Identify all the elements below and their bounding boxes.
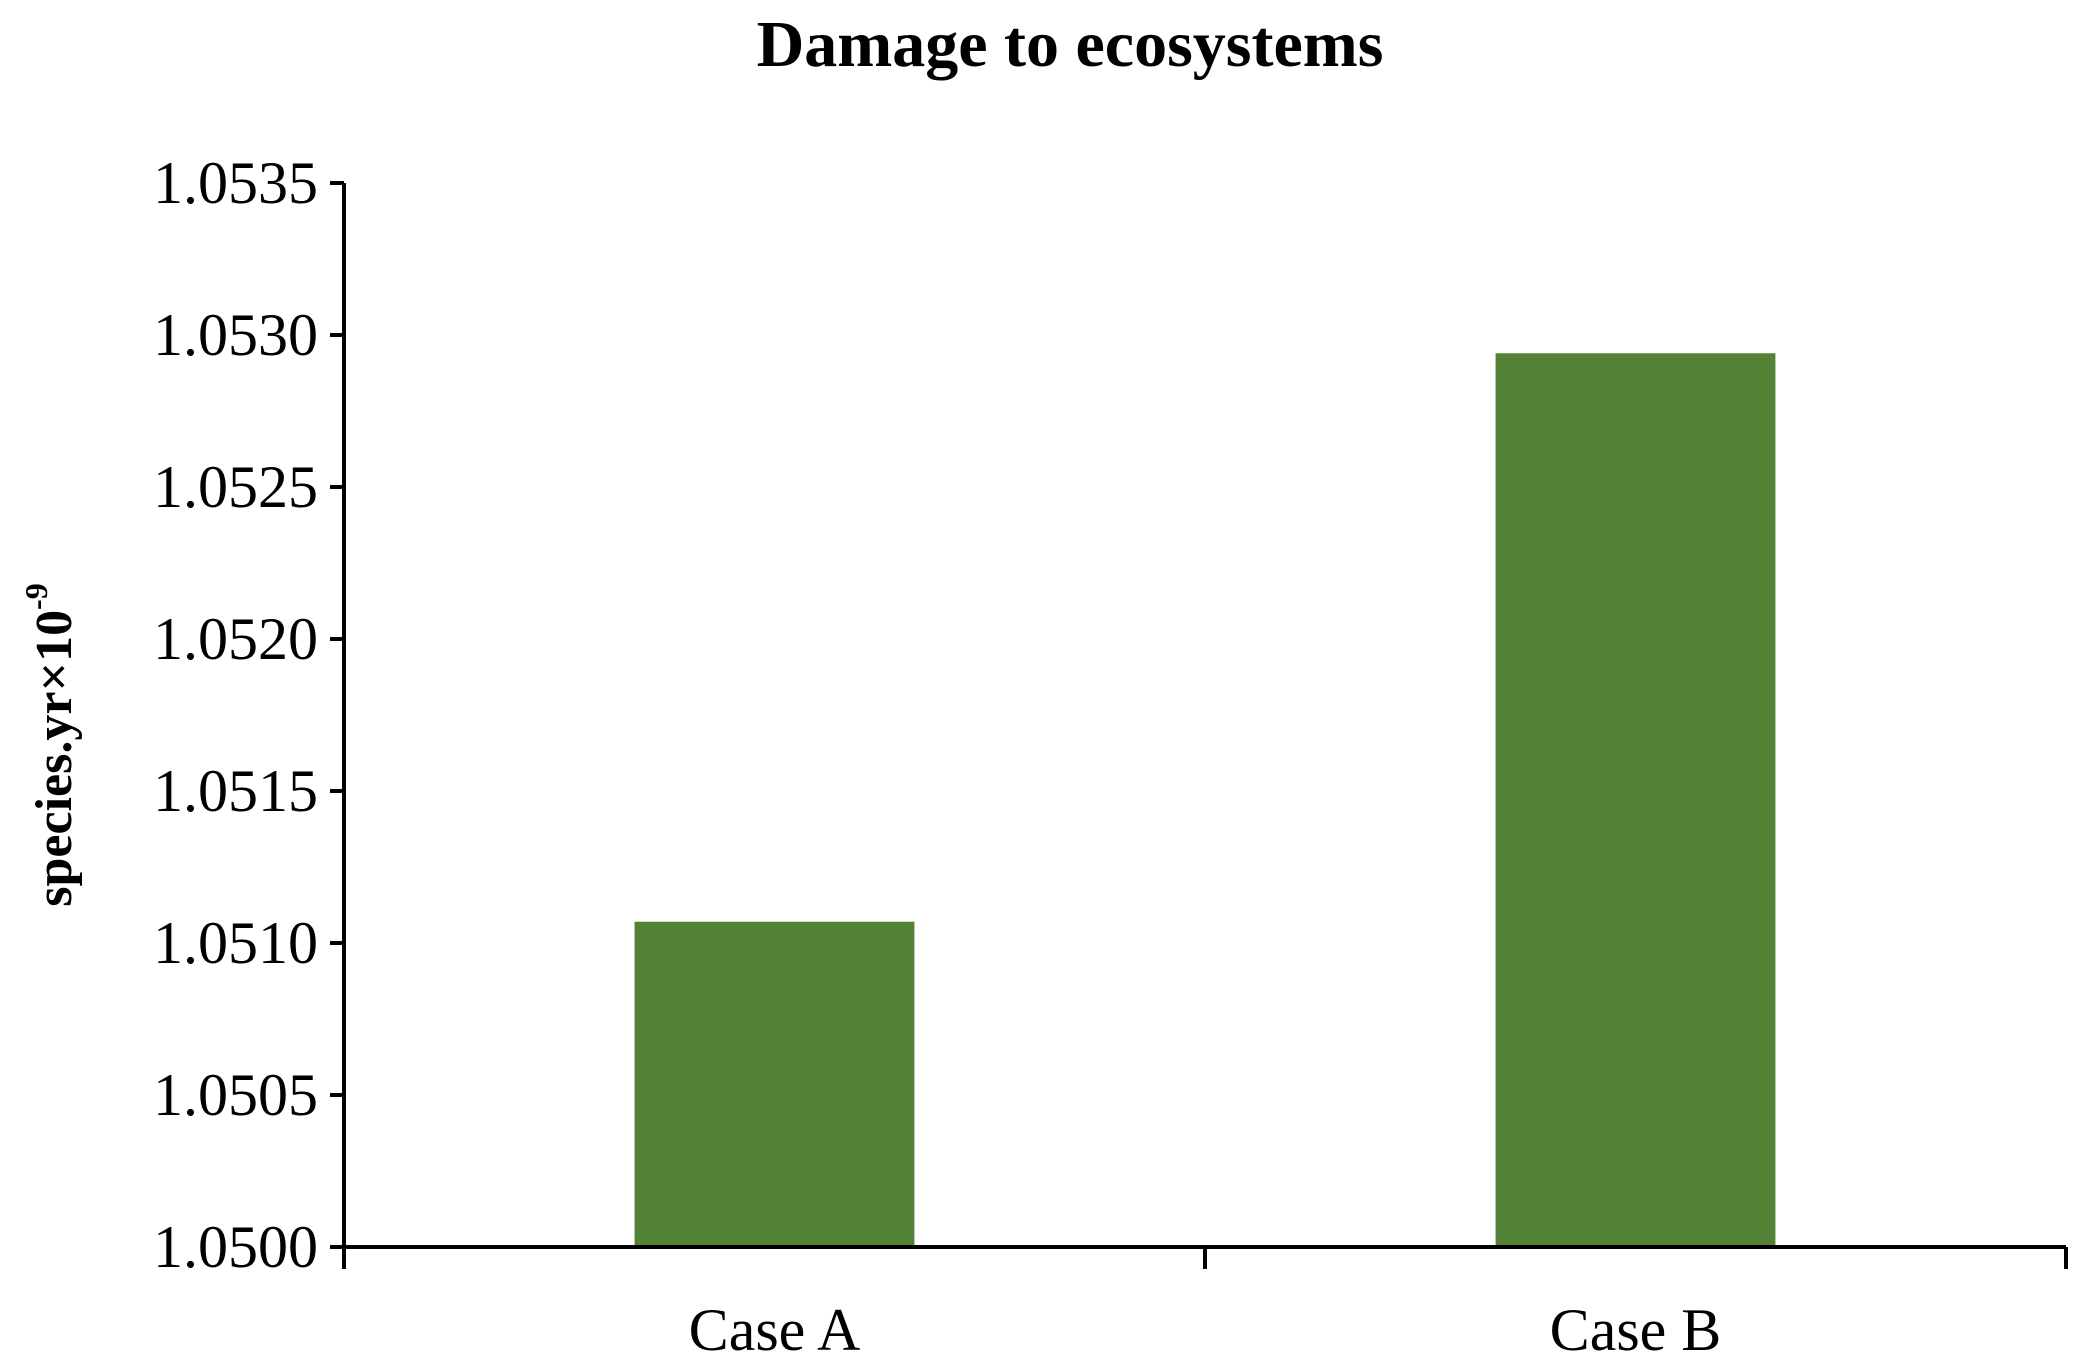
- y-tick-label: 1.0525: [153, 454, 318, 520]
- y-tick-label: 1.0505: [153, 1062, 318, 1128]
- y-tick-labels: 1.0500 1.0505 1.0510 1.0515 1.0520 1.0525 1.05…: [153, 150, 318, 1280]
- x-category-label: Case A: [689, 1297, 861, 1363]
- y-axis-label-base: species.yr×10: [26, 610, 83, 907]
- y-tick-label: 1.0510: [153, 910, 318, 976]
- chart-title: Damage to ecosystems: [757, 8, 1384, 81]
- axes-layer: [330, 181, 2068, 1269]
- y-axis-label-exponent: -9: [18, 583, 54, 610]
- y-tick-label: 1.0515: [153, 758, 318, 824]
- y-tick-label: 1.0520: [153, 606, 318, 672]
- y-tick-label: 1.0535: [153, 150, 318, 216]
- x-category-label: Case B: [1550, 1297, 1722, 1363]
- bar-case-b: [1495, 353, 1776, 1247]
- x-category-labels: Case A Case B: [689, 1297, 1722, 1363]
- bar-case-a: [634, 921, 915, 1247]
- bars-layer: [634, 353, 1776, 1247]
- svg-text:species.yr×10-9: species.yr×10-9: [18, 583, 83, 906]
- y-tick-label: 1.0500: [153, 1214, 318, 1280]
- y-axis-label: species.yr×10-9: [18, 583, 83, 906]
- y-tick-label: 1.0530: [153, 302, 318, 368]
